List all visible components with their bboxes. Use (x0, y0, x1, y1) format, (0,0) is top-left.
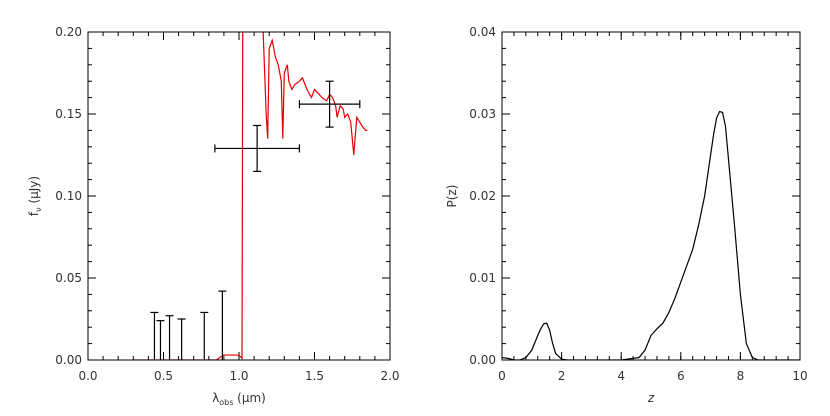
right-y-tick-label: 0.00 (469, 353, 496, 367)
left-xlabel: λ (212, 391, 219, 405)
left-xlabel-units: (μm) (233, 391, 266, 405)
left-ylabel-units: (μJy) (27, 176, 41, 207)
right-y-tick-label: 0.02 (469, 189, 496, 203)
right-x-tick-label: 8 (737, 369, 745, 383)
left-x-tick-label: 1.0 (229, 369, 248, 383)
right-y-axis-title: P(z) (445, 185, 459, 208)
right-ylabel: P(z) (445, 185, 459, 208)
left-x-tick-label: 0.0 (78, 369, 97, 383)
right-marks (502, 110, 800, 360)
left-y-tick-label: 0.00 (55, 353, 82, 367)
left-error-bar (298, 80, 361, 128)
right-xlabel: z (647, 391, 655, 405)
left-xlabel-sub: obs (219, 398, 233, 407)
left-x-axis-title: λobs (μm) (212, 391, 266, 407)
right-y-tick-label: 0.03 (469, 107, 496, 121)
left-series-line-0 (133, 32, 368, 360)
left-error-bar (214, 124, 300, 172)
right-x-tick-label: 4 (617, 369, 625, 383)
left-upper-limit (177, 318, 186, 360)
left-y-tick-label: 0.10 (55, 189, 82, 203)
left-y-tick-label: 0.15 (55, 107, 82, 121)
left-upper-limit (200, 311, 209, 360)
right-y-tick-label: 0.04 (469, 25, 496, 39)
right-series-line-0 (502, 110, 800, 360)
left-y-axis-title: fν (μJy) (27, 176, 43, 216)
left-upper-limit (156, 320, 165, 360)
left-y-tick-label: 0.20 (55, 25, 82, 39)
right-x-tick-label: 6 (677, 369, 685, 383)
left-plot-frame (87, 31, 391, 361)
left-x-tick-label: 2.0 (380, 369, 399, 383)
right-plot-frame (501, 31, 801, 361)
right-x-tick-label: 2 (558, 369, 566, 383)
right-panel: 0 2 4 6 8 10 0.00 0.01 0.02 0.03 0.04 z P(z) (445, 25, 808, 405)
left-axes: 0.0 0.5 1.0 1.5 2.0 0.00 0.05 0.10 0.15 0.20 (55, 25, 399, 383)
left-panel: 0.0 0.5 1.0 1.5 2.0 0.00 0.05 0.10 0.15 0.20 λobs… (27, 25, 400, 407)
left-upper-limit (150, 311, 159, 360)
right-x-axis-title: z (647, 391, 655, 405)
left-x-tick-label: 1.5 (305, 369, 324, 383)
left-marks (133, 32, 368, 360)
left-y-tick-label: 0.05 (55, 271, 82, 285)
left-ylabel-sub: ν (34, 207, 43, 212)
right-y-tick-label: 0.01 (469, 271, 496, 285)
right-x-tick-label: 0 (498, 369, 506, 383)
left-upper-limit (165, 315, 174, 360)
left-upper-limit (218, 290, 227, 360)
left-ylabel: f (27, 211, 41, 216)
right-axes: 0 2 4 6 8 10 0.00 0.01 0.02 0.03 0.04 (469, 25, 807, 383)
left-x-tick-label: 0.5 (154, 369, 173, 383)
right-x-tick-label: 10 (792, 369, 807, 383)
